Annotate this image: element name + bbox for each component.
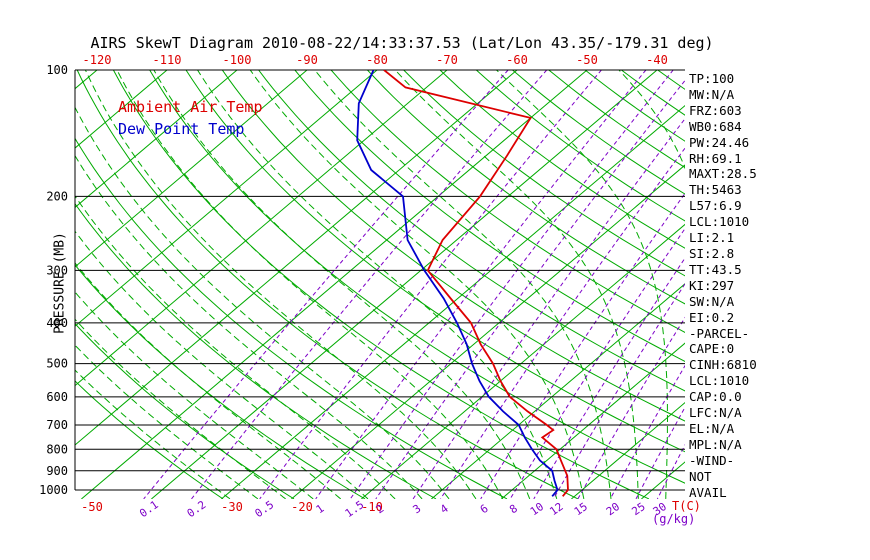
stat-line: TT:43.5 (689, 261, 742, 277)
pressure-grid (74, 69, 685, 491)
top-temp-tick-label: -40 (646, 53, 668, 67)
temp-unit-label: T(C) (672, 499, 701, 513)
stat-line: CAPE:0 (689, 341, 735, 357)
stat-line: TP:100 (689, 71, 735, 86)
stat-line: LCL:1010 (689, 214, 750, 230)
stat-line: -PARCEL- (689, 325, 750, 341)
stat-line: PW:24.46 (689, 134, 750, 150)
stat-line: WB0:684 (689, 118, 742, 134)
top-temp-tick-label: -90 (296, 53, 318, 67)
mixing-ratio-label: 20 (604, 500, 622, 518)
top-temp-tick-label: -120 (83, 53, 112, 67)
mixing-ratio-label: 30 (651, 500, 669, 518)
stat-line: RH:69.1 (689, 150, 742, 166)
bottom-temp-tick-label: -30 (221, 500, 243, 514)
mixing-ratio-label: 4 (438, 502, 451, 517)
mixing-ratio-label: 3 (411, 502, 424, 516)
mixing-ratio-label: 10 (528, 500, 546, 518)
mixing-ratio-label: 1 (314, 502, 327, 516)
legend-dew-point-label: Dew Point Temp (118, 120, 245, 138)
pressure-tick-label: 600 (46, 390, 68, 404)
mixing-ratio-label: 0.2 (185, 498, 209, 520)
mixing-unit-label: (g/kg) (652, 512, 695, 526)
stat-line: MAXT:28.5 (689, 166, 757, 182)
mixing-ratio-label: 0.5 (253, 498, 277, 520)
stats-panel: TP:100 MW:N/A FRZ:603 WB0:684 PW:24.46 RH:69.… (689, 71, 757, 500)
pressure-tick-label: 500 (46, 357, 68, 371)
mixing-ratio-label: 2 (373, 502, 386, 516)
stat-line: LCL:1010 (689, 373, 750, 389)
stat-line: LFC:N/A (689, 405, 742, 421)
stat-line: SI:2.8 (689, 245, 735, 261)
stat-line: FRZ:603 (689, 102, 742, 118)
stat-line: EI:0.2 (689, 309, 735, 325)
stat-line: LI:2.1 (689, 230, 735, 246)
stat-line: KI:297 (689, 277, 735, 293)
stat-line: EL:N/A (689, 420, 735, 436)
pressure-tick-label: 400 (46, 316, 68, 330)
top-temp-tick-label: -60 (506, 53, 528, 67)
legend-air-temp-label: Ambient Air Temp (118, 98, 263, 116)
mixing-ratio-label: 15 (572, 500, 590, 518)
mixing-ratio-label: 0.1 (137, 498, 161, 520)
stat-line: -WIND- (689, 452, 735, 468)
top-temp-tick-label: -100 (223, 53, 252, 67)
pressure-tick-label: 900 (46, 464, 68, 478)
pressure-tick-label: 100 (46, 63, 68, 77)
stat-line: MW:N/A (689, 86, 735, 102)
stat-line: NOT (689, 468, 712, 484)
top-temp-tick-label: -110 (153, 53, 182, 67)
temperature-profile (383, 70, 569, 497)
sounding-profiles (356, 70, 569, 497)
top-temp-tick-label: -50 (576, 53, 598, 67)
stat-line: CAP:0.0 (689, 389, 742, 405)
pressure-tick-label: 200 (46, 189, 68, 203)
pressure-tick-label: 800 (46, 442, 68, 456)
top-temp-tick-label: -80 (366, 53, 388, 67)
bottom-temp-tick-label: -20 (291, 500, 313, 514)
pressure-tick-label: 1000 (39, 483, 68, 497)
stat-line: L57:6.9 (689, 198, 742, 214)
mixing-ratio-lines (143, 70, 685, 499)
pressure-tick-label: 300 (46, 263, 68, 277)
stat-line: TH:5463 (689, 182, 742, 198)
mixing-ratio-label: 25 (629, 500, 647, 518)
stat-line: AVAIL (689, 484, 727, 500)
mixing-ratio-label: 6 (478, 502, 491, 516)
dewpoint-profile (356, 70, 559, 497)
mixing-ratio-label: 12 (547, 500, 565, 518)
stat-line: MPL:N/A (689, 436, 742, 452)
bottom-temp-tick-label: -10 (361, 500, 383, 514)
pressure-tick-label: 700 (46, 418, 68, 432)
mixing-ratio-label: 8 (507, 502, 520, 516)
top-temp-tick-label: -70 (436, 53, 458, 67)
stat-line: CINH:6810 (689, 357, 757, 373)
dry-adiabat-lines (75, 70, 685, 499)
page-title: AIRS SkewT Diagram 2010-08-22/14:33:37.5… (90, 34, 714, 52)
bottom-temp-tick-label: -50 (81, 500, 103, 514)
stat-line: SW:N/A (689, 293, 735, 309)
